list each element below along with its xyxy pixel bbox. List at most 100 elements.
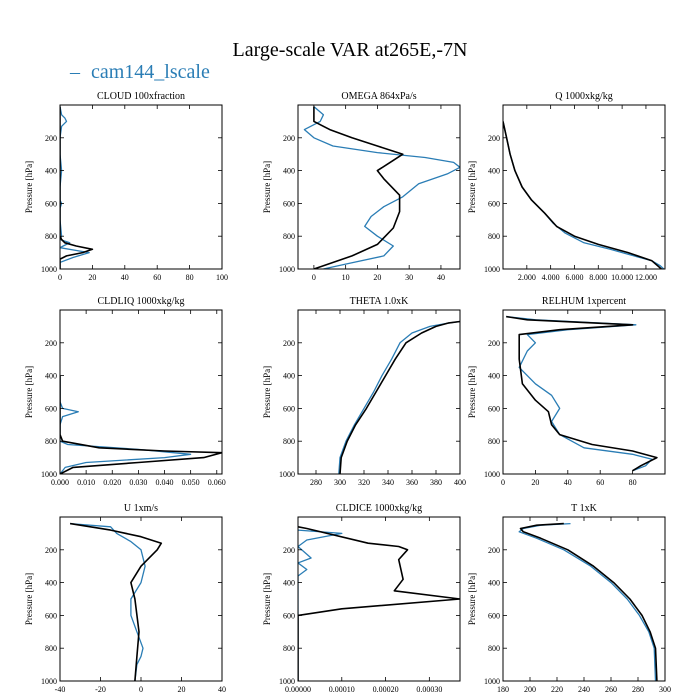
plot-frame xyxy=(59,104,223,270)
figure-legend: – cam144_lscale xyxy=(69,61,210,83)
y-tick-label: 400 xyxy=(488,372,500,381)
chart-title: CLOUD 100xfraction xyxy=(97,91,185,102)
plot-frame xyxy=(502,104,666,270)
x-tick-label: 0 xyxy=(58,273,62,282)
y-tick-label: 800 xyxy=(283,232,295,241)
series-line-reference xyxy=(60,375,222,474)
x-tick-label: 20 xyxy=(531,478,539,487)
y-tick-label: 800 xyxy=(488,644,500,653)
x-tick-label: 180 xyxy=(497,685,509,694)
x-tick-label: 0.00020 xyxy=(373,685,399,694)
x-tick-label: 400 xyxy=(454,478,466,487)
chart-panel: U 1xm/s Pressure [hPa] -40 -20 0 20 40 200 400 60… xyxy=(24,503,226,694)
series-line-reference xyxy=(60,106,94,269)
y-tick-label: 600 xyxy=(488,199,500,208)
series-line-cam144-lscale xyxy=(60,106,90,269)
x-tick-label: 4.000 xyxy=(542,273,560,282)
legend-label: cam144_lscale xyxy=(91,61,210,83)
y-tick-label: 400 xyxy=(45,167,57,176)
x-tick-label: 0.00030 xyxy=(416,685,442,694)
y-tick-label: 400 xyxy=(283,579,295,588)
x-tick-label: 200 xyxy=(524,685,536,694)
y-tick-label: 600 xyxy=(283,199,295,208)
x-tick-label: 30 xyxy=(405,273,413,282)
series-line-cam144-lscale xyxy=(506,315,653,472)
y-tick-label: 400 xyxy=(45,372,57,381)
x-tick-label: 0.040 xyxy=(156,478,174,487)
x-tick-label: 340 xyxy=(382,478,394,487)
y-tick-label: 800 xyxy=(45,232,57,241)
y-axis-label: Pressure [hPa] xyxy=(262,366,272,418)
y-tick-label: 600 xyxy=(45,404,57,413)
y-tick-label: 200 xyxy=(488,339,500,348)
x-tick-label: 0.060 xyxy=(208,478,226,487)
chart-panel: T 1xK Pressure [hPa] 180 200 220 240 260 280 300… xyxy=(467,503,671,694)
x-tick-label: 260 xyxy=(605,685,617,694)
series-line-cam144-lscale xyxy=(338,320,460,474)
y-axis-label: Pressure [hPa] xyxy=(24,161,34,213)
x-tick-label: 60 xyxy=(596,478,604,487)
chart-title: Q 1000xkg/kg xyxy=(555,91,613,102)
chart-panel: OMEGA 864xPa/s Pressure [hPa] 0 10 20 30 40 200… xyxy=(262,91,461,282)
x-tick-label: 280 xyxy=(310,478,322,487)
y-tick-label: 200 xyxy=(488,546,500,555)
chart-title: RELHUM 1xpercent xyxy=(542,296,626,307)
x-tick-label: 0.050 xyxy=(182,478,200,487)
series-line-cam144-lscale xyxy=(70,522,146,681)
series-line-reference xyxy=(313,106,404,269)
y-tick-label: 800 xyxy=(283,437,295,446)
plot-frame xyxy=(59,309,223,475)
x-tick-label: 0.00000 xyxy=(285,685,311,694)
y-axis-label: Pressure [hPa] xyxy=(467,161,477,213)
y-tick-label: 400 xyxy=(283,372,295,381)
x-tick-label: 300 xyxy=(659,685,671,694)
y-tick-label: 600 xyxy=(45,611,57,620)
x-tick-label: 10 xyxy=(342,273,350,282)
x-tick-label: 12.000 xyxy=(635,273,657,282)
series-line-reference xyxy=(69,522,163,681)
y-axis-label: Pressure [hPa] xyxy=(24,573,34,625)
y-tick-label: 400 xyxy=(488,167,500,176)
y-tick-label: 200 xyxy=(283,134,295,143)
plot-frame xyxy=(297,309,461,475)
series-line-cam144-lscale xyxy=(298,529,343,681)
panel-grid: CLOUD 100xfraction Pressure [hPa] 0 20 40 60 8… xyxy=(24,91,671,694)
y-tick-label: 1000 xyxy=(279,470,295,479)
x-tick-label: 240 xyxy=(578,685,590,694)
y-tick-label: 800 xyxy=(45,437,57,446)
plot-frame xyxy=(502,309,666,475)
y-tick-label: 600 xyxy=(283,404,295,413)
chart-title: T 1xK xyxy=(571,503,597,514)
y-tick-label: 1000 xyxy=(41,265,57,274)
x-tick-label: 6.000 xyxy=(565,273,583,282)
y-tick-label: 1000 xyxy=(279,677,295,686)
x-tick-label: 0.010 xyxy=(77,478,95,487)
chart-title: OMEGA 864xPa/s xyxy=(341,91,416,102)
x-tick-label: 0 xyxy=(312,273,316,282)
chart-panel: CLOUD 100xfraction Pressure [hPa] 0 20 40 60 8… xyxy=(24,91,228,282)
series-line-cam144-lscale xyxy=(518,522,657,681)
x-tick-label: 0.00010 xyxy=(329,685,355,694)
y-tick-label: 200 xyxy=(283,546,295,555)
x-tick-label: 20 xyxy=(88,273,96,282)
y-tick-label: 600 xyxy=(488,611,500,620)
x-tick-label: 60 xyxy=(153,273,161,282)
x-tick-label: 380 xyxy=(430,478,442,487)
chart-title: THETA 1.0xK xyxy=(350,296,409,307)
y-tick-label: 200 xyxy=(45,134,57,143)
chart-title: U 1xm/s xyxy=(124,503,158,514)
x-tick-label: 20 xyxy=(373,273,381,282)
x-tick-label: 0.030 xyxy=(129,478,147,487)
y-axis-label: Pressure [hPa] xyxy=(467,366,477,418)
x-tick-label: 0 xyxy=(139,685,143,694)
x-tick-label: 80 xyxy=(186,273,194,282)
plot-frame xyxy=(297,516,461,682)
y-tick-label: 800 xyxy=(488,232,500,241)
y-tick-label: 600 xyxy=(283,611,295,620)
series-line-cam144-lscale xyxy=(303,106,460,269)
x-tick-label: 40 xyxy=(564,478,572,487)
y-tick-label: 400 xyxy=(45,579,57,588)
y-tick-label: 1000 xyxy=(484,470,500,479)
y-tick-label: 1000 xyxy=(41,677,57,686)
